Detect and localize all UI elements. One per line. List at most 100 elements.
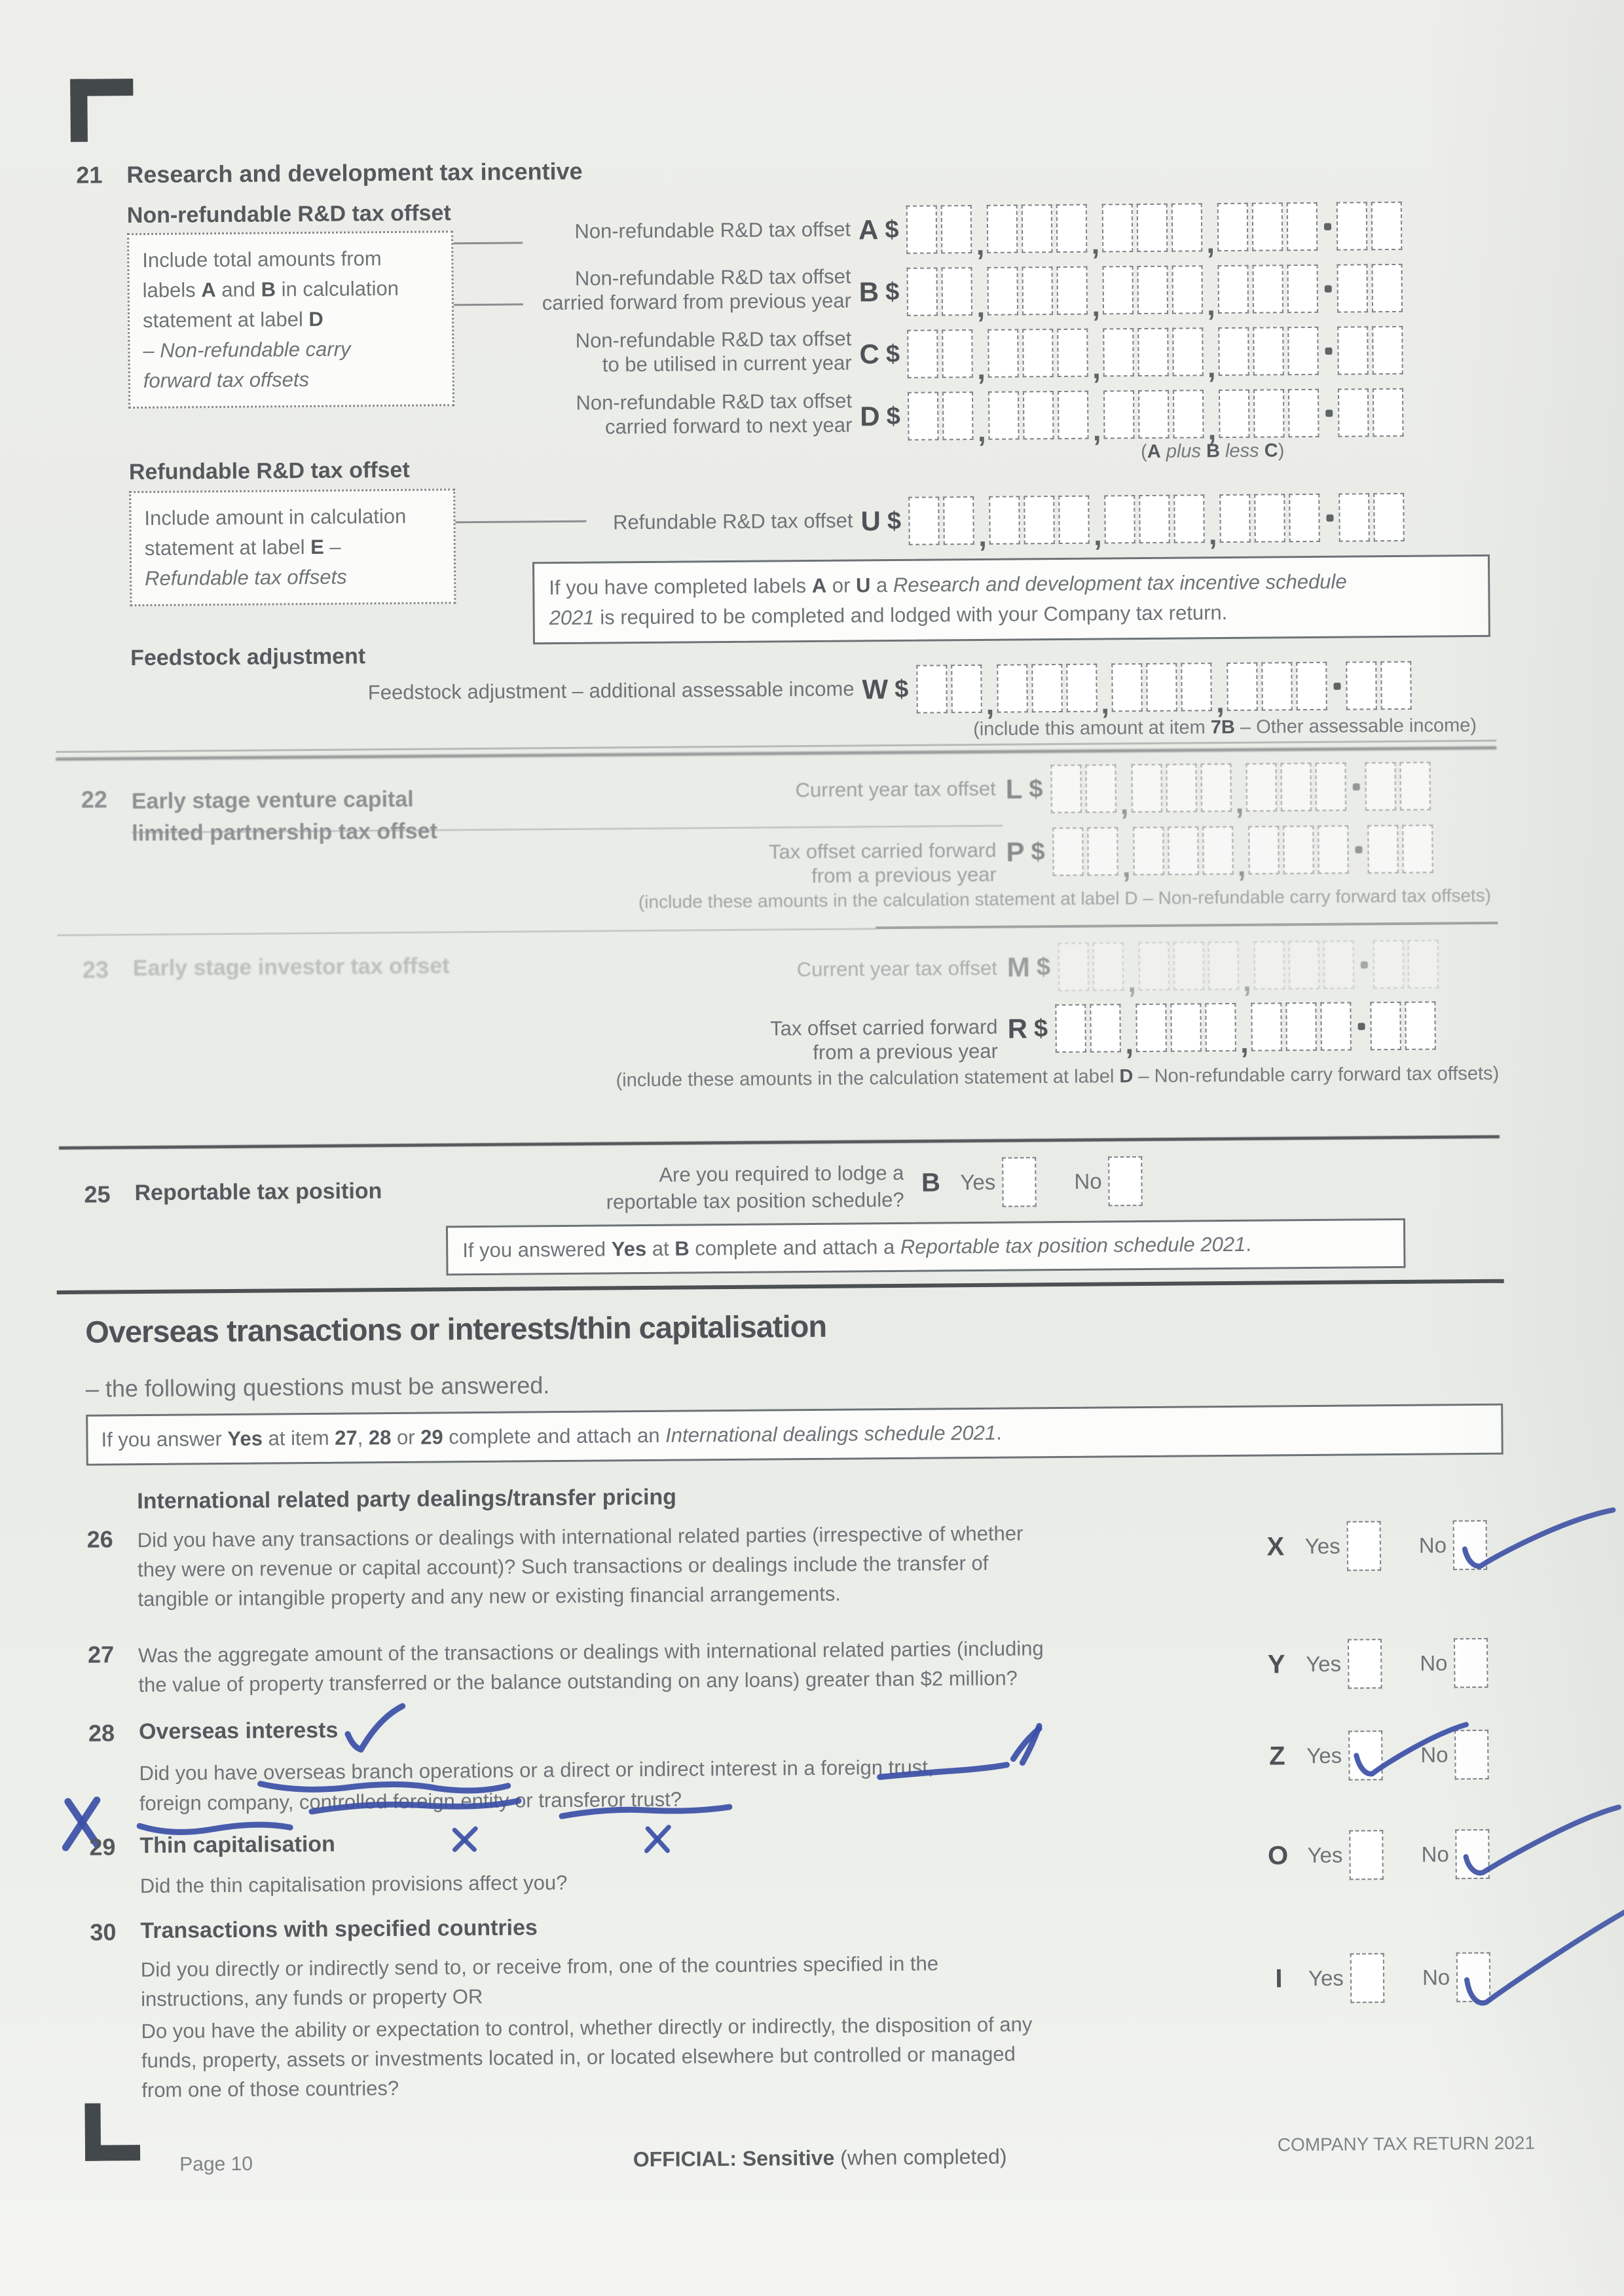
digit-box[interactable] xyxy=(1373,939,1404,989)
digit-box[interactable] xyxy=(1407,939,1439,989)
digit-box[interactable] xyxy=(1057,328,1089,378)
digit-box[interactable] xyxy=(1031,663,1063,713)
digit-box[interactable] xyxy=(1102,266,1134,315)
digit-box[interactable] xyxy=(1103,328,1134,377)
digit-box[interactable] xyxy=(1253,389,1285,438)
digit-box[interactable] xyxy=(1137,390,1170,439)
digit-box[interactable] xyxy=(1101,204,1134,253)
digit-box[interactable] xyxy=(1218,389,1250,439)
digit-box[interactable] xyxy=(1253,327,1284,376)
digit-box[interactable] xyxy=(1317,825,1349,874)
digit-box[interactable] xyxy=(1022,329,1054,378)
digit-box[interactable] xyxy=(908,392,940,441)
digit-box[interactable] xyxy=(1254,494,1285,543)
no-checkbox[interactable] xyxy=(1454,1729,1489,1780)
digit-box[interactable] xyxy=(1285,1002,1317,1051)
digit-box[interactable] xyxy=(1380,661,1412,710)
digit-box[interactable] xyxy=(1133,826,1164,876)
digit-box[interactable] xyxy=(1227,662,1258,712)
digit-box[interactable] xyxy=(1058,390,1089,440)
digit-box[interactable] xyxy=(1103,390,1135,439)
digit-box[interactable] xyxy=(1023,391,1054,440)
yes-checkbox[interactable] xyxy=(1350,1953,1385,2003)
digit-box[interactable] xyxy=(1247,826,1280,875)
digit-box[interactable] xyxy=(1056,266,1088,316)
digit-box[interactable] xyxy=(1022,266,1054,316)
digit-box[interactable] xyxy=(1131,763,1162,813)
digit-box[interactable] xyxy=(1296,661,1327,711)
digit-box[interactable] xyxy=(1371,263,1403,313)
digit-box[interactable] xyxy=(1280,762,1312,812)
digit-box[interactable] xyxy=(1136,203,1168,253)
digit-box[interactable] xyxy=(942,392,974,441)
digit-box[interactable] xyxy=(1253,941,1285,990)
digit-box[interactable] xyxy=(1205,1002,1237,1052)
digit-box[interactable] xyxy=(1323,940,1354,989)
digit-box[interactable] xyxy=(1401,824,1433,873)
digit-box[interactable] xyxy=(1171,203,1203,252)
digit-box[interactable] xyxy=(1090,1004,1122,1053)
digit-box[interactable] xyxy=(1337,326,1369,375)
digit-box[interactable] xyxy=(1261,662,1293,711)
digit-box[interactable] xyxy=(1337,388,1369,437)
digit-box[interactable] xyxy=(1173,941,1205,991)
digit-box[interactable] xyxy=(1373,492,1405,542)
digit-box[interactable] xyxy=(1288,940,1320,990)
digit-box[interactable] xyxy=(1065,663,1098,712)
digit-box[interactable] xyxy=(1315,762,1347,811)
digit-box[interactable] xyxy=(988,391,1020,440)
digit-box[interactable] xyxy=(1365,761,1397,811)
digit-box[interactable] xyxy=(1251,202,1283,251)
digit-box[interactable] xyxy=(1056,204,1088,253)
digit-box[interactable] xyxy=(1146,663,1178,712)
digit-box[interactable] xyxy=(1372,388,1404,437)
digit-box[interactable] xyxy=(1217,202,1249,252)
no-checkbox[interactable] xyxy=(1453,1637,1488,1688)
digit-box[interactable] xyxy=(1052,827,1084,877)
no-checkbox[interactable] xyxy=(1108,1156,1143,1207)
digit-box[interactable] xyxy=(1181,663,1213,712)
digit-box[interactable] xyxy=(1168,826,1199,875)
yes-checkbox[interactable] xyxy=(1002,1157,1037,1207)
digit-box[interactable] xyxy=(1252,264,1283,314)
digit-box[interactable] xyxy=(1219,494,1251,543)
digit-box[interactable] xyxy=(1287,326,1319,376)
digit-box[interactable] xyxy=(1087,827,1118,876)
yes-checkbox[interactable] xyxy=(1348,1730,1383,1781)
digit-box[interactable] xyxy=(1337,264,1368,313)
digit-box[interactable] xyxy=(987,266,1019,316)
digit-box[interactable] xyxy=(916,665,948,714)
digit-box[interactable] xyxy=(1104,495,1135,544)
digit-box[interactable] xyxy=(1172,265,1204,314)
digit-box[interactable] xyxy=(1370,1001,1401,1051)
digit-box[interactable] xyxy=(1286,202,1318,251)
digit-box[interactable] xyxy=(1320,1002,1352,1051)
digit-box[interactable] xyxy=(907,329,939,378)
digit-box[interactable] xyxy=(906,205,938,254)
digit-box[interactable] xyxy=(1021,204,1053,253)
digit-box[interactable] xyxy=(1246,763,1278,812)
digit-box[interactable] xyxy=(951,664,982,714)
digit-box[interactable] xyxy=(1172,327,1204,376)
digit-box[interactable] xyxy=(1138,941,1170,991)
digit-box[interactable] xyxy=(1202,826,1234,875)
digit-box[interactable] xyxy=(996,664,1028,713)
digit-box[interactable] xyxy=(1170,1003,1202,1052)
digit-box[interactable] xyxy=(1208,941,1240,991)
digit-box[interactable] xyxy=(1346,661,1377,710)
digit-box[interactable] xyxy=(906,267,938,316)
digit-box[interactable] xyxy=(1371,201,1403,251)
digit-box[interactable] xyxy=(1166,763,1197,812)
digit-box[interactable] xyxy=(1085,764,1116,813)
digit-box[interactable] xyxy=(1135,1003,1168,1053)
yes-checkbox[interactable] xyxy=(1349,1830,1384,1880)
digit-box[interactable] xyxy=(1137,327,1169,377)
digit-box[interactable] xyxy=(1050,764,1082,814)
digit-box[interactable] xyxy=(1338,493,1370,542)
no-checkbox[interactable] xyxy=(1452,1520,1488,1571)
digit-box[interactable] xyxy=(1251,1002,1282,1051)
digit-box[interactable] xyxy=(989,496,1021,545)
digit-box[interactable] xyxy=(1137,265,1169,315)
digit-box[interactable] xyxy=(1282,825,1314,875)
digit-box[interactable] xyxy=(1058,942,1090,992)
